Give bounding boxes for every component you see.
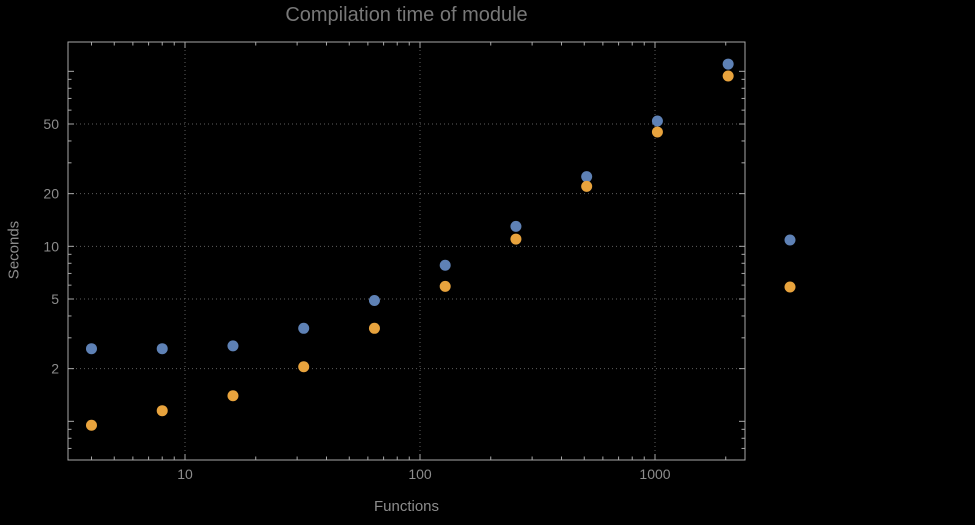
- data-point-blue: [439, 259, 451, 271]
- data-point-orange: [651, 126, 663, 138]
- data-point-blue: [85, 343, 97, 355]
- y-tick-label: 5: [51, 291, 59, 307]
- data-point-blue: [227, 340, 239, 352]
- data-point-blue: [510, 220, 522, 232]
- data-point-orange: [581, 180, 593, 192]
- data-point-orange: [227, 390, 239, 402]
- chart-title: Compilation time of module: [285, 4, 528, 26]
- data-point-blue: [298, 322, 310, 334]
- data-point-blue: [722, 58, 734, 70]
- data-point-blue: [156, 343, 168, 355]
- data-point-orange: [156, 405, 168, 417]
- data-point-blue: [651, 115, 663, 127]
- x-tick-label: 100: [408, 466, 432, 482]
- x-tick-label: 1000: [639, 466, 670, 482]
- y-tick-label: 50: [43, 116, 59, 132]
- x-tick-label: 10: [177, 466, 193, 482]
- data-point-blue: [581, 171, 593, 183]
- y-tick-label: 10: [43, 238, 59, 254]
- data-point-orange: [298, 361, 310, 373]
- data-point-orange: [510, 233, 522, 245]
- plot-frame: [67, 41, 746, 461]
- data-point-orange: [439, 280, 451, 292]
- data-point-orange: [85, 419, 97, 431]
- x-axis-label: Functions: [373, 498, 440, 515]
- data-point-orange: [368, 322, 380, 334]
- legend-marker-blue: [784, 234, 796, 246]
- legend-marker-orange: [784, 281, 796, 293]
- y-tick-label: 2: [51, 361, 59, 377]
- data-point-blue: [368, 295, 380, 307]
- data-point-orange: [722, 70, 734, 82]
- y-tick-label: 20: [43, 186, 59, 202]
